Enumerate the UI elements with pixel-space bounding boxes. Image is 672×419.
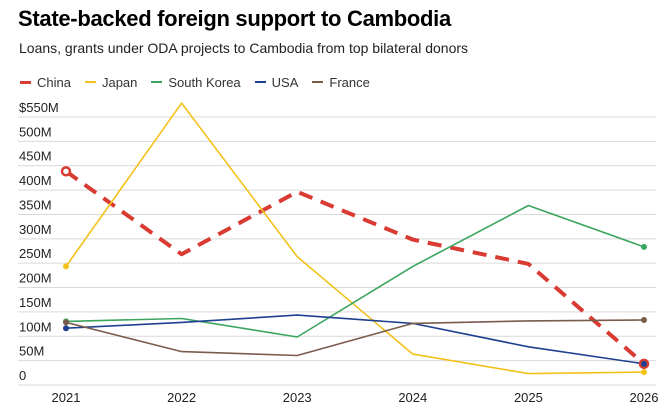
legend-label-south-korea: South Korea: [168, 74, 241, 90]
y-tick-label: 350M: [19, 197, 52, 212]
y-tick-label: 500M: [19, 124, 52, 139]
y-tick-label: $550M: [19, 100, 59, 115]
legend-swatch-china: [20, 80, 31, 84]
y-tick-label: 50M: [19, 344, 44, 359]
series-line-france: [65, 319, 645, 357]
legend-label-china: China: [37, 74, 71, 90]
legend-item-japan: Japan: [84, 74, 138, 90]
legend-swatch-usa: [254, 81, 266, 83]
chart-title: State-backed foreign support to Cambodia: [18, 6, 451, 31]
x-tick-label: 2023: [283, 390, 312, 405]
y-tick-label: 400M: [19, 173, 52, 188]
series-line-china: [64, 169, 646, 366]
y-tick-label: 450M: [19, 149, 52, 164]
series-line-usa: [65, 314, 645, 365]
point-usa: [641, 360, 647, 367]
legend-label-japan: Japan: [101, 74, 138, 90]
y-tick-label: 100M: [19, 319, 52, 334]
y-tick-label: 0: [19, 368, 26, 383]
series-line-japan: [65, 102, 645, 375]
legend-swatch-france: [312, 81, 324, 83]
chart-subtitle: Loans, grants under ODA projects to Camb…: [19, 40, 469, 56]
x-tick-label: 2025: [514, 390, 543, 405]
legend-label-usa: USA: [271, 74, 299, 90]
legend-swatch-south-korea: [151, 81, 163, 83]
series-line-south-korea: [65, 204, 645, 338]
point-france: [641, 316, 647, 323]
y-tick-label: 200M: [19, 271, 52, 286]
legend-item-china: China: [20, 75, 71, 90]
legend-label-france: France: [329, 74, 370, 90]
x-tick-label: 2024: [398, 390, 427, 405]
legend: China Japan South Korea USA France: [20, 74, 384, 90]
legend-item-france: France: [312, 74, 370, 90]
legend-swatch-japan: [84, 81, 96, 83]
point-china: [60, 166, 72, 177]
x-tick-label: 2022: [167, 390, 196, 405]
y-tick-label: 150M: [19, 295, 52, 310]
point-usa: [63, 325, 69, 332]
y-tick-label: 250M: [19, 246, 52, 261]
point-france: [63, 319, 69, 326]
legend-item-usa: USA: [254, 74, 299, 90]
point-south-korea: [641, 243, 647, 250]
y-tick-label: 300M: [19, 222, 52, 237]
point-japan: [641, 369, 647, 376]
x-tick-label: 2026: [630, 390, 659, 405]
x-tick-label: 2021: [52, 390, 81, 405]
point-japan: [63, 263, 69, 270]
legend-item-south-korea: South Korea: [151, 74, 241, 90]
